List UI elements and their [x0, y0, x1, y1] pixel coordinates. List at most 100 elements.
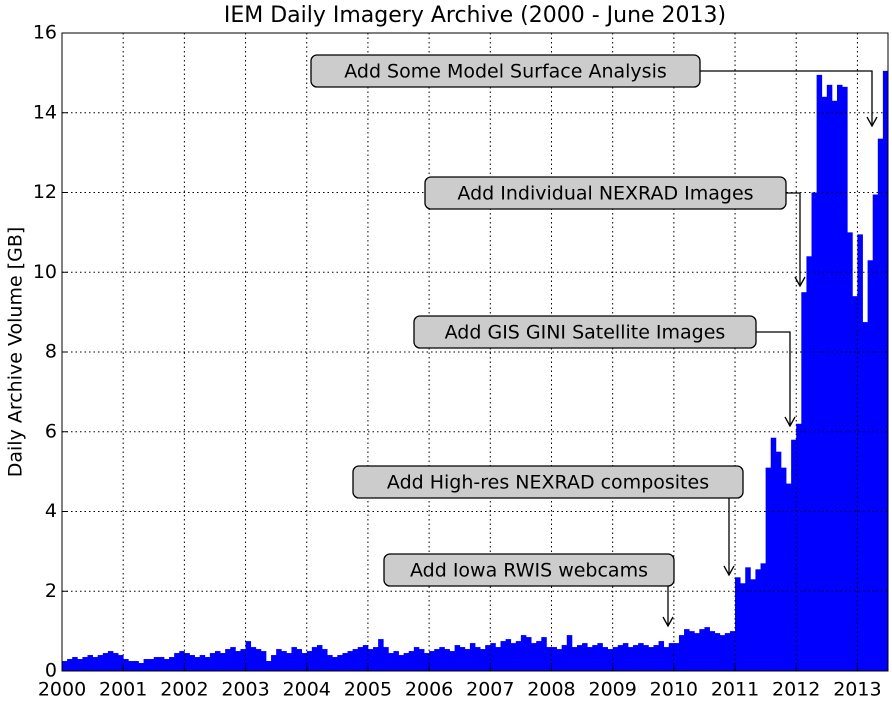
annotation-text: Add Individual NEXRAD Images: [457, 183, 753, 205]
bar: [214, 651, 221, 671]
bar: [434, 649, 440, 671]
bar: [500, 641, 506, 671]
bar: [541, 637, 547, 671]
bar: [617, 645, 624, 671]
annotation-text: Add Some Model Surface Analysis: [344, 61, 667, 83]
bar: [230, 647, 236, 671]
y-axis-label: Daily Archive Volume [GB]: [5, 227, 27, 478]
bar: [316, 645, 323, 671]
annotation-text: Add Iowa RWIS webcams: [410, 560, 648, 582]
bar: [204, 657, 211, 671]
bar: [490, 643, 496, 671]
arrow-head: [784, 416, 796, 428]
bar: [464, 649, 471, 671]
bar: [291, 647, 297, 671]
bar: [189, 655, 195, 671]
bar: [684, 629, 690, 671]
bar: [383, 647, 389, 671]
annotation-box: [352, 465, 744, 499]
bar: [62, 661, 68, 671]
y-tick-label: 6: [45, 420, 57, 442]
bar: [306, 651, 313, 671]
bar: [735, 577, 741, 671]
bar: [495, 647, 501, 671]
bar: [128, 661, 134, 671]
arrow-head: [866, 116, 878, 128]
bar: [556, 649, 563, 671]
y-tick-label: 10: [33, 261, 57, 283]
bar: [622, 643, 629, 671]
bar: [138, 663, 144, 671]
bar: [673, 643, 680, 671]
annotation-arrow: [756, 331, 791, 426]
bar: [546, 647, 552, 671]
bar: [286, 653, 292, 671]
y-tick-label: 14: [33, 101, 57, 123]
arrow-head: [794, 276, 806, 288]
bar: [72, 657, 78, 671]
y-tick-label: 8: [45, 341, 57, 363]
bar: [255, 649, 262, 671]
annotation-text: Add GIS GINI Satellite Images: [445, 322, 726, 344]
x-tick-label: 2004: [283, 679, 331, 701]
bar: [337, 655, 343, 671]
bar: [459, 647, 466, 671]
bar: [133, 661, 139, 671]
bar: [413, 647, 420, 671]
annotation-text: Add High-res NEXRAD composites: [387, 472, 709, 494]
bar: [745, 567, 751, 671]
bar: [347, 651, 354, 671]
bar: [281, 651, 287, 671]
bar: [602, 647, 608, 671]
x-tick-label: 2009: [588, 679, 636, 701]
bar: [714, 633, 721, 671]
bar: [240, 649, 246, 671]
arrow-head: [723, 565, 735, 577]
x-tick-label: 2006: [405, 679, 453, 701]
bar: [265, 661, 272, 671]
bar: [480, 649, 486, 671]
bar: [566, 635, 573, 671]
bar: [607, 649, 614, 671]
x-tick-label: 2013: [833, 679, 881, 701]
y-tick-label: 0: [45, 660, 57, 682]
bar: [699, 629, 705, 671]
bar: [398, 655, 405, 671]
bar: [627, 647, 634, 671]
bar: [587, 647, 593, 671]
annotation-box: [310, 54, 701, 88]
bar: [169, 657, 175, 671]
bar: [842, 86, 848, 672]
x-tick-label: 2008: [527, 679, 575, 701]
bar: [770, 437, 777, 671]
bar: [801, 292, 807, 671]
bar: [378, 639, 384, 671]
bar: [179, 651, 185, 671]
bar: [653, 645, 659, 671]
bar: [485, 645, 491, 671]
bar: [837, 84, 843, 671]
bar: [444, 649, 450, 671]
bar: [327, 655, 333, 671]
bar: [786, 483, 792, 671]
x-tick-label: 2012: [772, 679, 820, 701]
bar: [592, 645, 598, 671]
plot-frame: [61, 32, 889, 672]
bar: [862, 322, 869, 671]
bar: [643, 645, 649, 671]
bar: [847, 232, 853, 671]
bar: [821, 96, 828, 672]
bar: [663, 647, 670, 671]
bar: [469, 643, 476, 671]
bar: [357, 647, 364, 671]
bar: [220, 653, 226, 671]
bar: [271, 655, 277, 671]
x-tick-label: 2000: [38, 679, 86, 701]
bar: [857, 234, 863, 671]
bar: [276, 649, 282, 671]
bar: [429, 651, 435, 671]
arrow-head: [662, 616, 674, 628]
chart-title: IEM Daily Imagery Archive (2000 - June 2…: [224, 3, 726, 28]
bar: [352, 649, 359, 671]
bar: [388, 653, 394, 671]
